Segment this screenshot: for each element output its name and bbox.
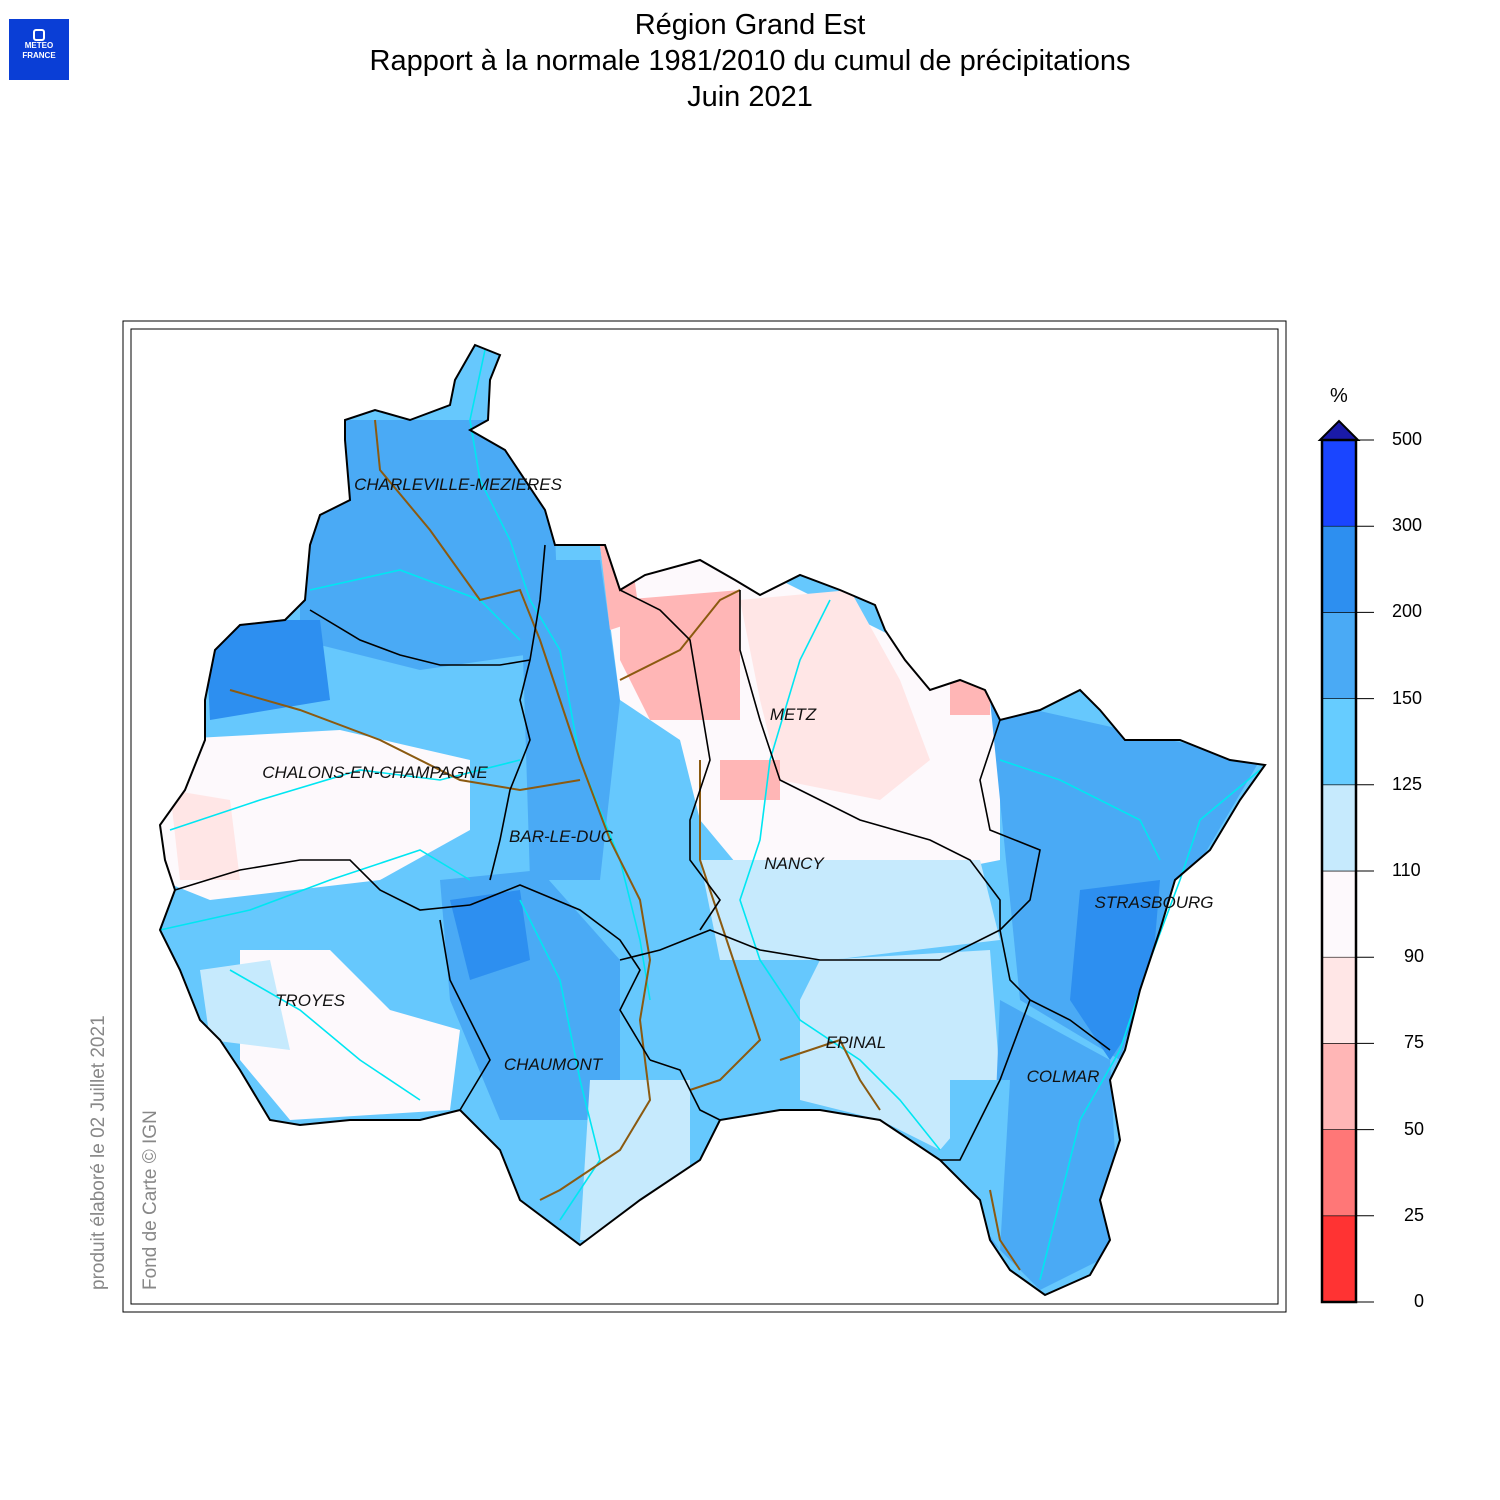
border-marne-aube: [174, 859, 471, 911]
field-briey: [620, 590, 740, 720]
legend-tick-label: 125: [1392, 773, 1423, 794]
legend-colorbar: [1317, 419, 1374, 1304]
map-title: Région Grand Est: [634, 9, 866, 41]
basin-moselle-north: [619, 589, 741, 681]
legend-class-8: [1321, 525, 1357, 613]
basin-moselle-meuse: [689, 760, 762, 1091]
legend-overflow-arrow: [1317, 419, 1361, 441]
city-metz: METZ: [770, 705, 817, 724]
border-meurthe-vosges: [619, 929, 1001, 961]
map-period: Juin 2021: [687, 81, 813, 113]
river-rhine: [1039, 769, 1261, 1281]
legend-tick-label: 500: [1392, 429, 1423, 449]
field-ardennes: [300, 420, 560, 670]
meteo-france-icon: [33, 29, 45, 41]
legend-class-4: [1321, 870, 1357, 958]
city-colmar: COLMAR: [1027, 1067, 1100, 1086]
river-marne: [169, 759, 521, 831]
border-haute-marne-vosges: [649, 1059, 721, 1121]
basin-boundaries: [229, 419, 1021, 1271]
city-troyes: TROYES: [275, 991, 346, 1010]
legend-tick-label: 300: [1392, 515, 1423, 536]
map-subtitle: Rapport à la normale 1981/2010 du cumul …: [369, 45, 1131, 77]
basin-meuse-seine: [374, 419, 652, 1201]
river-marne-upper: [519, 899, 601, 1221]
river-moselle: [739, 599, 941, 1151]
field-troyes-south: [240, 950, 460, 1120]
legend-class-7: [1321, 612, 1357, 699]
basin-doubs: [989, 1189, 1021, 1271]
field-nancy-south: [700, 860, 1000, 960]
field-bitche-pocket: [950, 680, 990, 715]
field-haut-rhin: [990, 1000, 1120, 1290]
field-chaumont-core: [450, 890, 530, 980]
legend-class-6: [1321, 698, 1357, 786]
legend-tick-label: 50: [1404, 1118, 1425, 1139]
border-ardennes-marne: [309, 609, 531, 666]
region-outline: [158, 343, 1267, 1297]
legend-class-0: [1321, 1215, 1357, 1303]
river-meuse-north: [469, 349, 561, 651]
city-bar-le-duc: BAR-LE-DUC: [509, 827, 614, 846]
border-haute-marne-north: [469, 884, 651, 1061]
basin-marne: [229, 689, 581, 792]
legend-class-3: [1321, 956, 1357, 1044]
legend-tick-label: 25: [1404, 1204, 1425, 1225]
field-south-haute-marne: [580, 1080, 690, 1240]
river-aube: [159, 849, 471, 931]
meteo-france-logo: METEO FRANCE: [9, 19, 69, 80]
city-charleville-mezieres: CHARLEVILLE-MEZIERES: [354, 475, 562, 494]
precipitation-ratio-field: [160, 345, 1265, 1295]
plot-frame: [122, 320, 1287, 1313]
legend-class-1: [1321, 1129, 1357, 1217]
field-metz-deficit: [740, 590, 930, 800]
logo-line2: FRANCE: [22, 51, 56, 60]
border-vosges-haut-rhin: [940, 999, 1031, 1161]
border-moselle-bas-rhin: [979, 719, 1041, 931]
field-chalons: [160, 730, 470, 900]
legend-class-9: [1321, 439, 1357, 527]
legend-tick-label: 200: [1392, 601, 1423, 622]
legend-tick-label: 90: [1404, 946, 1425, 967]
legend-class-2: [1321, 1043, 1357, 1130]
department-boundaries: [158, 343, 1267, 1297]
legend-tick-label: 75: [1404, 1032, 1425, 1053]
basin-epinal: [779, 1038, 881, 1111]
legend-tick-label: 150: [1392, 687, 1423, 708]
field-vosges-ridge: [950, 1080, 1010, 1250]
border-meuse-meurthe: [619, 589, 721, 931]
field-west-marne: [205, 620, 330, 720]
legend-tick-label: 0: [1414, 1291, 1425, 1311]
river-seine: [229, 969, 421, 1101]
logo-line1: METEO: [24, 41, 54, 50]
field-bas-rhin: [990, 700, 1260, 1060]
border-marne-meuse: [489, 544, 546, 881]
city-labels: CHARLEVILLE-MEZIERES METZ CHALONS-EN-CHA…: [262, 475, 1213, 1086]
city-nancy: NANCY: [764, 854, 825, 873]
city-chalons-en-champagne: CHALONS-EN-CHAMPAGNE: [262, 763, 488, 782]
river-aisne: [309, 569, 521, 641]
city-chaumont: CHAUMONT: [504, 1055, 604, 1074]
legend-unit: %: [1330, 385, 1348, 407]
city-strasbourg: STRASBOURG: [1094, 893, 1213, 912]
river-sarre: [999, 759, 1161, 861]
city-epinal: EPINAL: [826, 1033, 886, 1052]
border-moselle-meurthe: [739, 590, 1001, 930]
border-aube-haute-marne: [439, 919, 491, 1111]
field-metz-pocket: [720, 760, 780, 800]
legend-class-5: [1321, 784, 1357, 872]
legend-tick-label: 110: [1392, 860, 1421, 880]
field-troyes-west: [200, 960, 290, 1050]
field-chalons-deficit: [170, 790, 240, 880]
